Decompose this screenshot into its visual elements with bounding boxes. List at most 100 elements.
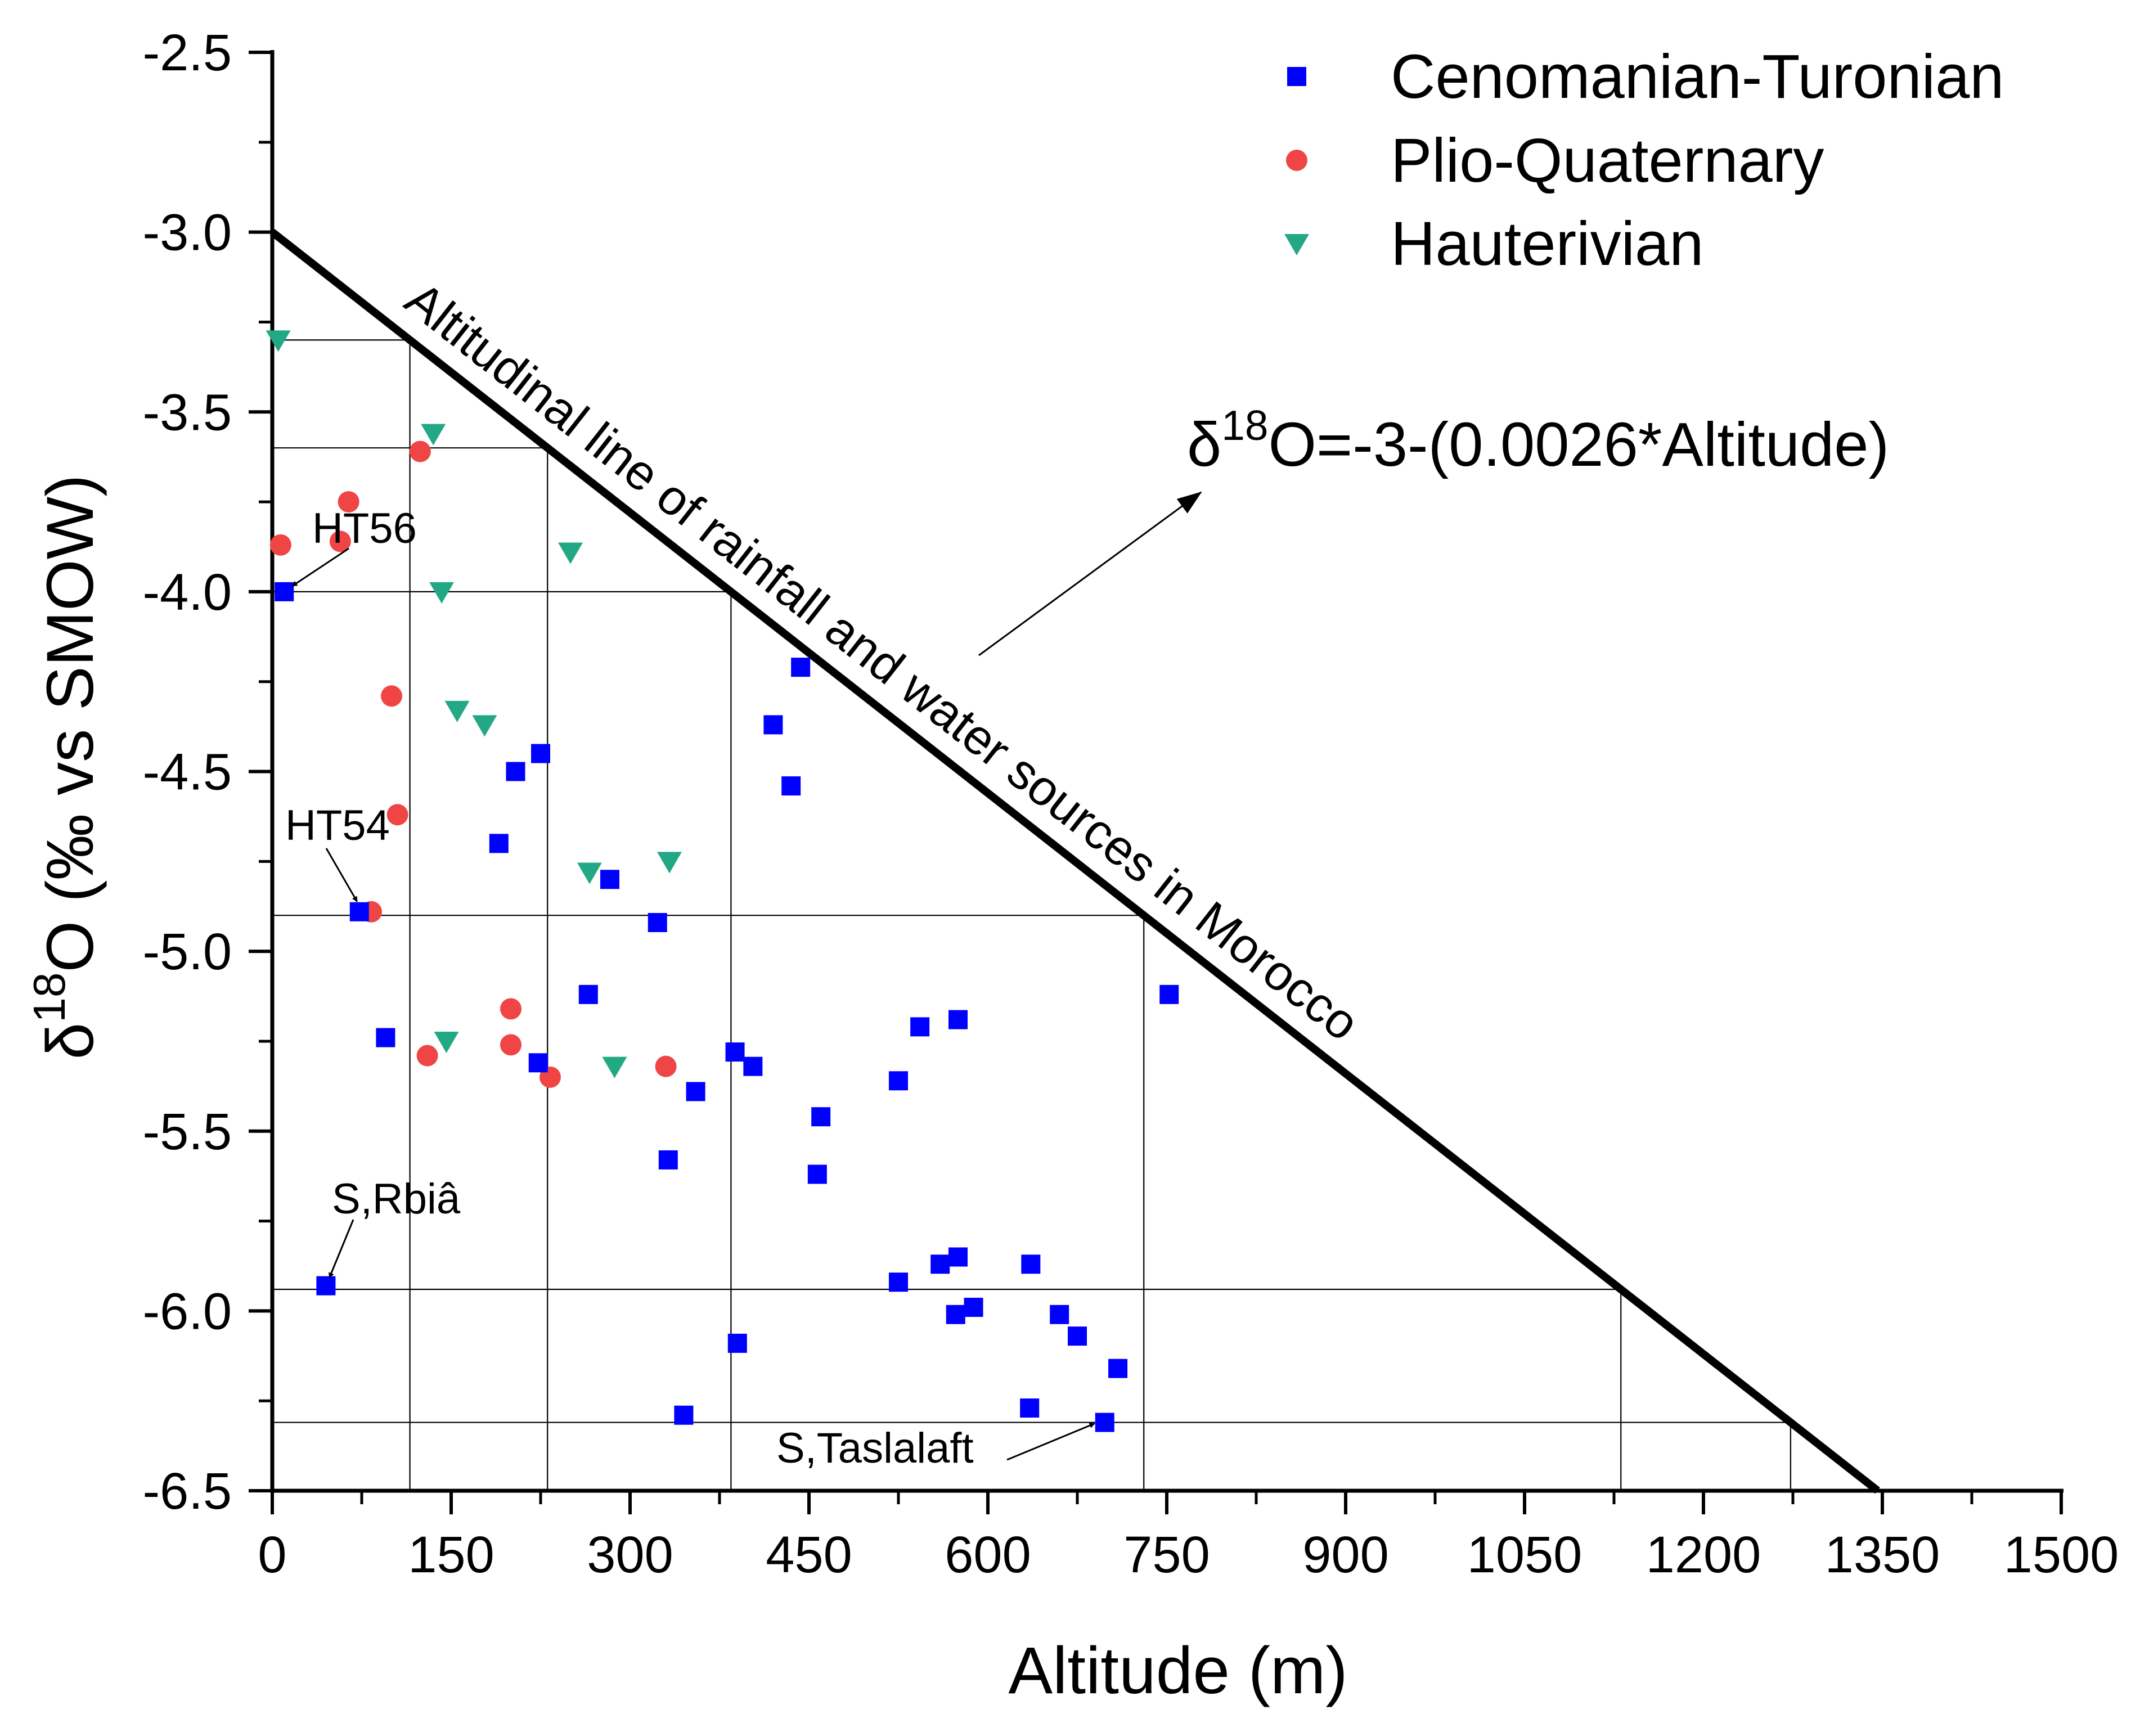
hauterivian-point — [472, 715, 497, 737]
x-tick-label: 1350 — [1825, 1526, 1940, 1584]
y-tick-label: -6.0 — [142, 1283, 232, 1340]
y-tick-label: -5.0 — [142, 923, 232, 981]
regression-line-group: Altitudinal line of rainfall and water s… — [269, 229, 1889, 1494]
cenomanian-turonian-point — [948, 1247, 968, 1267]
cenomanian-turonian-point — [1068, 1326, 1087, 1346]
hauterivian-point — [429, 582, 455, 604]
y-axis-title-sup: 18 — [24, 972, 75, 1022]
cenomanian-turonian-point — [1020, 1398, 1040, 1418]
y-tick-label: -5.5 — [142, 1103, 232, 1161]
cenomanian-turonian-point — [1159, 984, 1179, 1004]
regression-line-label: Altitudinal line of rainfall and water s… — [395, 271, 1370, 1051]
legend-marker — [1287, 67, 1306, 86]
regression-equation: δ18O=-3-(0.0026*Altitude) — [1187, 402, 1889, 479]
cenomanian-turonian-point — [1095, 1413, 1114, 1432]
cenomanian-turonian-point — [807, 1164, 827, 1184]
guide-lines — [272, 339, 1792, 1491]
regression-equation-sup: 18 — [1221, 402, 1268, 449]
legend-label: Plio-Quaternary — [1391, 126, 1824, 195]
legend: Cenomanian-Turonian Plio-Quaternary Hauter… — [1284, 42, 2004, 278]
cenomanian-turonian-point — [674, 1405, 694, 1425]
y-tick-label: -3.0 — [142, 204, 232, 262]
x-tick-label: 1200 — [1646, 1526, 1761, 1584]
x-tick-label: 900 — [1302, 1526, 1389, 1584]
cenomanian-turonian-point — [948, 1010, 968, 1029]
cenomanian-turonian-point — [727, 1333, 747, 1353]
y-axis-title-pre: δ — [33, 1023, 107, 1060]
plio-quaternary-point — [655, 1055, 677, 1077]
cenomanian-turonian-point — [811, 1107, 831, 1127]
cenomanian-turonian-point — [648, 912, 667, 932]
x-tick-label: 300 — [587, 1526, 673, 1584]
cenomanian-turonian-point — [946, 1305, 965, 1324]
plio-quaternary-point — [500, 998, 521, 1020]
cenomanian-turonian-point — [725, 1042, 745, 1062]
hauterivian-point — [602, 1056, 627, 1078]
cenomanian-turonian-point — [349, 902, 369, 921]
plio-quaternary-point — [416, 1045, 438, 1067]
cenomanian-turonian-point — [930, 1254, 950, 1274]
cenomanian-turonian-point — [1021, 1254, 1041, 1274]
annotation-label: HT56 — [312, 505, 417, 552]
hauterivian-point — [421, 424, 446, 446]
regression-line — [269, 229, 1880, 1494]
y-tick-label: -6.5 — [142, 1463, 232, 1520]
y-tick-label: -4.5 — [142, 744, 232, 801]
annotation-arrow — [325, 848, 358, 902]
equation-arrow — [978, 491, 1202, 656]
cenomanian-turonian-point — [275, 582, 294, 601]
regression-equation-pre: δ — [1187, 410, 1221, 479]
annotation-label: S,Rbiâ — [332, 1175, 461, 1223]
cenomanian-turonian-point — [506, 762, 525, 781]
cenomanian-turonian-point — [578, 984, 598, 1004]
legend-label: Cenomanian-Turonian — [1391, 42, 2004, 111]
plio-quaternary-point — [269, 534, 291, 556]
hauterivian-point — [444, 700, 470, 722]
cenomanian-turonian-point — [791, 658, 811, 677]
x-tick-label: 600 — [945, 1526, 1031, 1584]
plio-quaternary-point — [329, 530, 351, 552]
y-tick-label: -2.5 — [142, 24, 232, 82]
annotation-arrow — [329, 1219, 354, 1279]
cenomanian-turonian-point — [600, 870, 619, 889]
axes: 0 150 300 450 600 750 900 1050 1200 1350 1500 -2.5 -… — [24, 24, 2119, 1708]
x-tick-label: 0 — [258, 1526, 286, 1584]
cenomanian-turonian-point — [531, 744, 550, 763]
legend-marker — [1284, 234, 1309, 255]
cenomanian-turonian-point — [763, 715, 783, 735]
y-tick-label: -4.0 — [142, 564, 232, 621]
annotation-label: S,Taslalaft — [776, 1424, 974, 1472]
legend-marker — [1286, 150, 1307, 171]
data-points — [266, 330, 1179, 1432]
cenomanian-turonian-point — [658, 1150, 678, 1170]
hauterivian-point — [434, 1031, 459, 1053]
hauterivian-point — [657, 852, 682, 874]
cenomanian-turonian-point — [686, 1082, 705, 1101]
hauterivian-point — [558, 542, 583, 564]
cenomanian-turonian-point — [889, 1071, 908, 1091]
x-tick-label: 450 — [766, 1526, 852, 1584]
cenomanian-turonian-point — [316, 1276, 336, 1296]
x-tick-label: 150 — [408, 1526, 494, 1584]
annotation-arrow — [1006, 1423, 1095, 1461]
plio-quaternary-point — [409, 440, 431, 462]
y-axis-title: δ18O (‰ vs SMOW) — [24, 475, 107, 1060]
x-tick-label: 750 — [1123, 1526, 1210, 1584]
cenomanian-turonian-point — [1108, 1359, 1128, 1378]
y-tick-label: -3.5 — [142, 384, 232, 441]
annotation-arrow — [291, 547, 349, 587]
hauterivian-point — [266, 330, 291, 352]
x-tick-label: 1500 — [2004, 1526, 2119, 1584]
cenomanian-turonian-point — [1050, 1305, 1069, 1324]
plio-quaternary-point — [338, 491, 359, 513]
x-tick-label: 1050 — [1467, 1526, 1582, 1584]
annotations: HT56 HT54 S,Rbiâ S,Taslalaft — [285, 505, 1095, 1472]
annotation-label: HT54 — [285, 802, 390, 849]
cenomanian-turonian-point — [376, 1028, 395, 1047]
x-axis-title: Altitude (m) — [1008, 1634, 1347, 1708]
hauterivian-point — [577, 862, 602, 884]
regression-equation-post: O=-3-(0.0026*Altitude) — [1268, 410, 1889, 479]
legend-label: Hauterivian — [1391, 209, 1703, 278]
